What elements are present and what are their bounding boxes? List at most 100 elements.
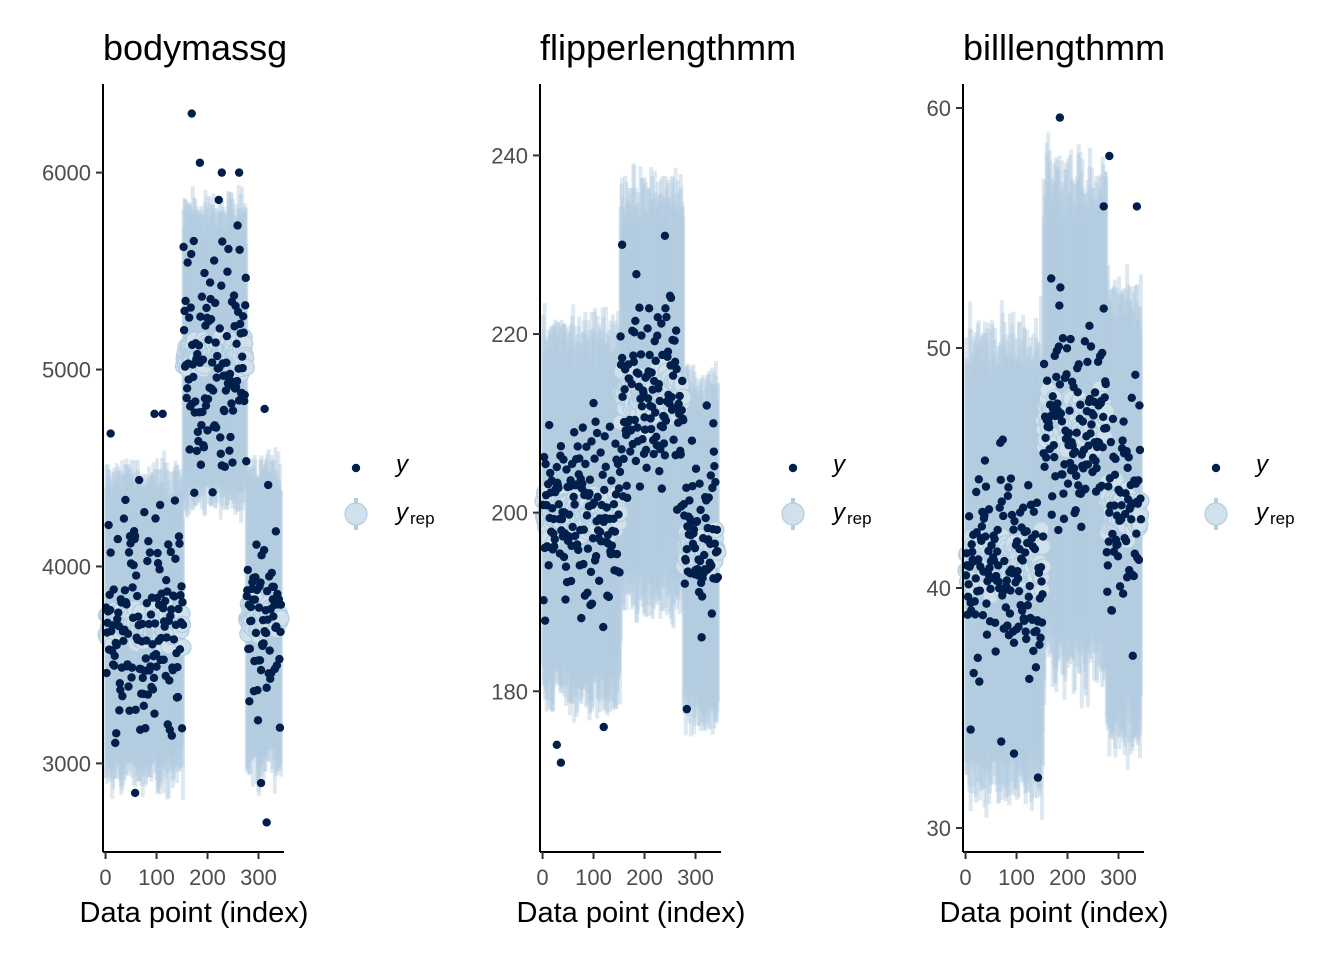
y-point xyxy=(614,510,623,519)
y-point xyxy=(1134,555,1144,565)
y-point xyxy=(1071,506,1080,515)
y-point xyxy=(182,393,191,403)
y-point xyxy=(131,705,140,714)
y-point xyxy=(1076,400,1085,409)
y-point xyxy=(113,614,122,624)
y-point xyxy=(228,458,237,467)
y-point xyxy=(146,662,155,671)
y-point xyxy=(1013,566,1022,576)
y-point xyxy=(604,592,614,602)
y-point xyxy=(1098,443,1107,452)
y-point xyxy=(1064,428,1074,438)
y-point xyxy=(190,488,199,498)
y-point xyxy=(559,552,569,562)
y-point xyxy=(275,723,285,732)
y-point xyxy=(1040,462,1049,471)
y-point xyxy=(552,462,562,472)
y-point xyxy=(254,603,264,612)
y-point xyxy=(1058,470,1067,479)
y-point xyxy=(1009,749,1019,758)
y-point xyxy=(238,363,247,373)
y-point xyxy=(697,633,706,642)
legend-y-swatch xyxy=(1211,463,1221,473)
y-point xyxy=(554,483,563,493)
y-point xyxy=(701,513,710,523)
y-point xyxy=(579,525,589,534)
y-point xyxy=(252,540,261,549)
y-point xyxy=(192,446,202,456)
y-point xyxy=(613,459,623,469)
y-point xyxy=(1111,454,1120,464)
y-point xyxy=(585,489,594,498)
y-point xyxy=(647,368,656,377)
y-point xyxy=(111,738,120,748)
y-point xyxy=(713,546,722,556)
y-point xyxy=(969,668,978,678)
y-point xyxy=(241,273,250,283)
y-point xyxy=(612,549,622,559)
y-point xyxy=(670,357,680,366)
y-point xyxy=(566,576,576,586)
y-point xyxy=(653,313,662,322)
y-point xyxy=(967,540,976,549)
y-point xyxy=(1049,440,1058,450)
y-point xyxy=(991,647,1000,656)
y-point xyxy=(193,349,202,359)
y-point xyxy=(539,452,549,462)
y-point xyxy=(191,397,200,406)
y-point xyxy=(1072,428,1081,437)
y-point xyxy=(158,604,168,613)
y-point xyxy=(1077,522,1086,532)
y-point xyxy=(974,555,983,564)
y-point xyxy=(967,547,977,557)
y-point xyxy=(167,605,176,614)
y-point xyxy=(556,758,566,767)
y-point xyxy=(161,596,170,606)
y-point xyxy=(179,242,188,252)
y-point xyxy=(105,605,115,615)
x-tick-label: 100 xyxy=(998,865,1035,890)
y-point xyxy=(966,725,975,734)
y-point xyxy=(1031,663,1041,672)
y-point xyxy=(632,270,641,279)
y-point xyxy=(990,534,999,544)
y-point xyxy=(615,467,625,477)
y-point xyxy=(646,414,655,423)
y-point xyxy=(242,457,251,466)
y-point xyxy=(1030,544,1040,554)
y-point xyxy=(1113,552,1123,561)
y-point xyxy=(1087,420,1096,429)
y-point xyxy=(178,620,188,630)
panel-bodymassg: bodymassg 3000 4000 5000 6000 0 100 200 300 Dat… xyxy=(42,27,435,929)
y-tick-label: 30 xyxy=(927,816,951,841)
y-point xyxy=(982,630,992,639)
y-point xyxy=(1021,548,1030,557)
y-point xyxy=(187,249,196,259)
y-point xyxy=(1118,589,1128,598)
y-point xyxy=(240,390,249,400)
x-tick-label: 100 xyxy=(138,865,175,890)
y-point xyxy=(980,511,989,520)
y-point xyxy=(118,691,127,701)
y-point xyxy=(174,604,183,614)
y-point xyxy=(693,565,702,574)
legend-y-swatch xyxy=(351,463,361,473)
y-point xyxy=(195,158,205,167)
plot-area: 30 40 50 60 0 100 200 300 xyxy=(927,84,1150,890)
y-point xyxy=(207,358,217,367)
y-point xyxy=(225,369,235,379)
y-point xyxy=(260,404,269,414)
y-point xyxy=(1135,445,1145,455)
y-points xyxy=(101,109,286,827)
y-point xyxy=(660,231,670,241)
y-point xyxy=(267,568,276,578)
y-point xyxy=(994,577,1003,586)
y-point xyxy=(1009,525,1018,534)
x-tick-label: 0 xyxy=(959,865,971,890)
y-point xyxy=(1132,529,1141,538)
y-point xyxy=(578,479,587,488)
y-point xyxy=(598,470,607,480)
y-point xyxy=(174,532,184,541)
y-point xyxy=(657,319,666,328)
